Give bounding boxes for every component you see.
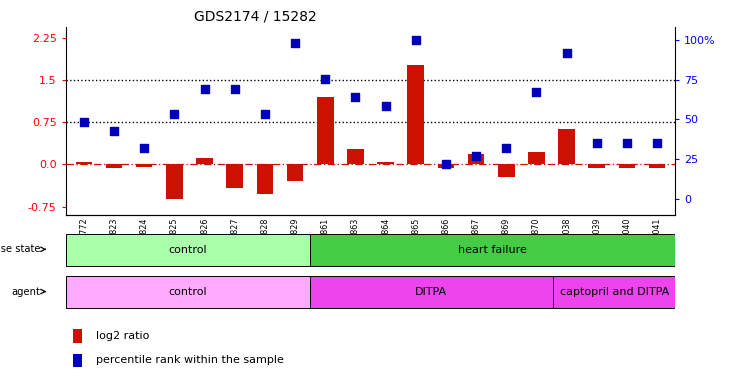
Point [259,111,271,117]
Point [289,40,301,46]
Point [531,89,542,95]
Bar [553,276,675,308]
Bar [226,164,243,188]
Bar [136,164,153,167]
Bar [558,129,575,164]
Point [138,144,150,151]
Bar [287,164,304,181]
Bar [73,354,82,367]
Point [591,139,603,146]
Bar [310,276,553,308]
Point [561,50,572,56]
Bar [66,234,310,266]
Text: captopril and DITPA: captopril and DITPA [560,287,669,297]
Text: control: control [169,245,207,255]
Point [380,103,391,109]
Bar [347,149,364,164]
Text: heart failure: heart failure [458,245,527,255]
Bar [528,152,545,164]
Bar [498,164,515,177]
Point [78,119,90,126]
Bar [468,154,485,164]
Point [319,76,331,82]
Bar [310,234,675,266]
Bar [317,97,334,164]
Point [410,37,422,43]
Bar [377,162,394,164]
Text: log2 ratio: log2 ratio [96,331,150,341]
Point [440,161,452,167]
Point [169,111,180,117]
Point [651,139,663,146]
Bar [166,164,182,199]
Bar [618,164,635,169]
Text: agent: agent [12,286,41,296]
Text: disease state: disease state [0,244,41,254]
Text: DITPA: DITPA [415,287,447,297]
Bar [73,329,82,343]
Bar [106,164,123,169]
Text: control: control [169,287,207,297]
Bar [66,276,310,308]
Point [501,144,512,151]
Bar [256,164,273,194]
Bar [196,158,213,164]
Text: GDS2174 / 15282: GDS2174 / 15282 [194,10,317,23]
Bar [588,164,605,169]
Point [108,128,120,134]
Text: percentile rank within the sample: percentile rank within the sample [96,356,285,366]
Bar [407,65,424,164]
Point [199,86,210,92]
Point [228,86,240,92]
Point [470,153,482,159]
Bar [75,162,92,164]
Bar [437,164,454,169]
Point [621,139,633,146]
Point [350,94,361,100]
Bar [649,164,666,169]
